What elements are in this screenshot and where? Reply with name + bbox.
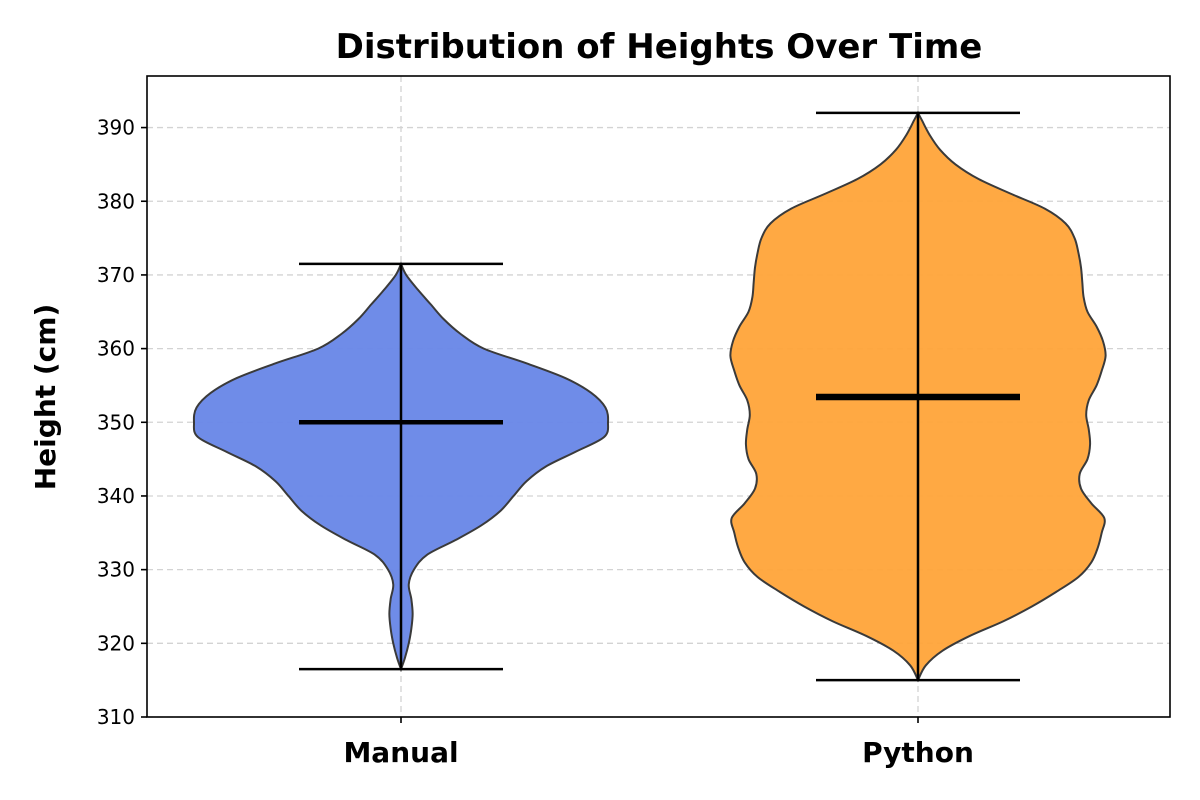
y-tick-label: 320 [97,631,135,655]
y-tick-label: 340 [97,484,135,508]
y-tick-label: 360 [97,337,135,361]
x-tick-label: Python [862,736,974,769]
y-tick-label: 380 [97,189,135,213]
y-tick-label: 350 [97,410,135,434]
y-axis-label: Height (cm) [29,304,62,491]
y-tick-label: 330 [97,558,135,582]
y-axis-ticks: 310 320 330 340 350 360 370 380 390 [97,116,147,729]
violin-stat-lines [299,111,1020,682]
x-tick-label: Manual [343,736,458,769]
chart-title: Distribution of Heights Over Time [336,27,983,67]
y-tick-label: 370 [97,263,135,287]
y-tick-label: 390 [97,116,135,140]
x-axis-ticks: Manual Python [343,717,974,769]
y-tick-label: 310 [97,705,135,729]
plot-area-frame [146,75,1171,718]
